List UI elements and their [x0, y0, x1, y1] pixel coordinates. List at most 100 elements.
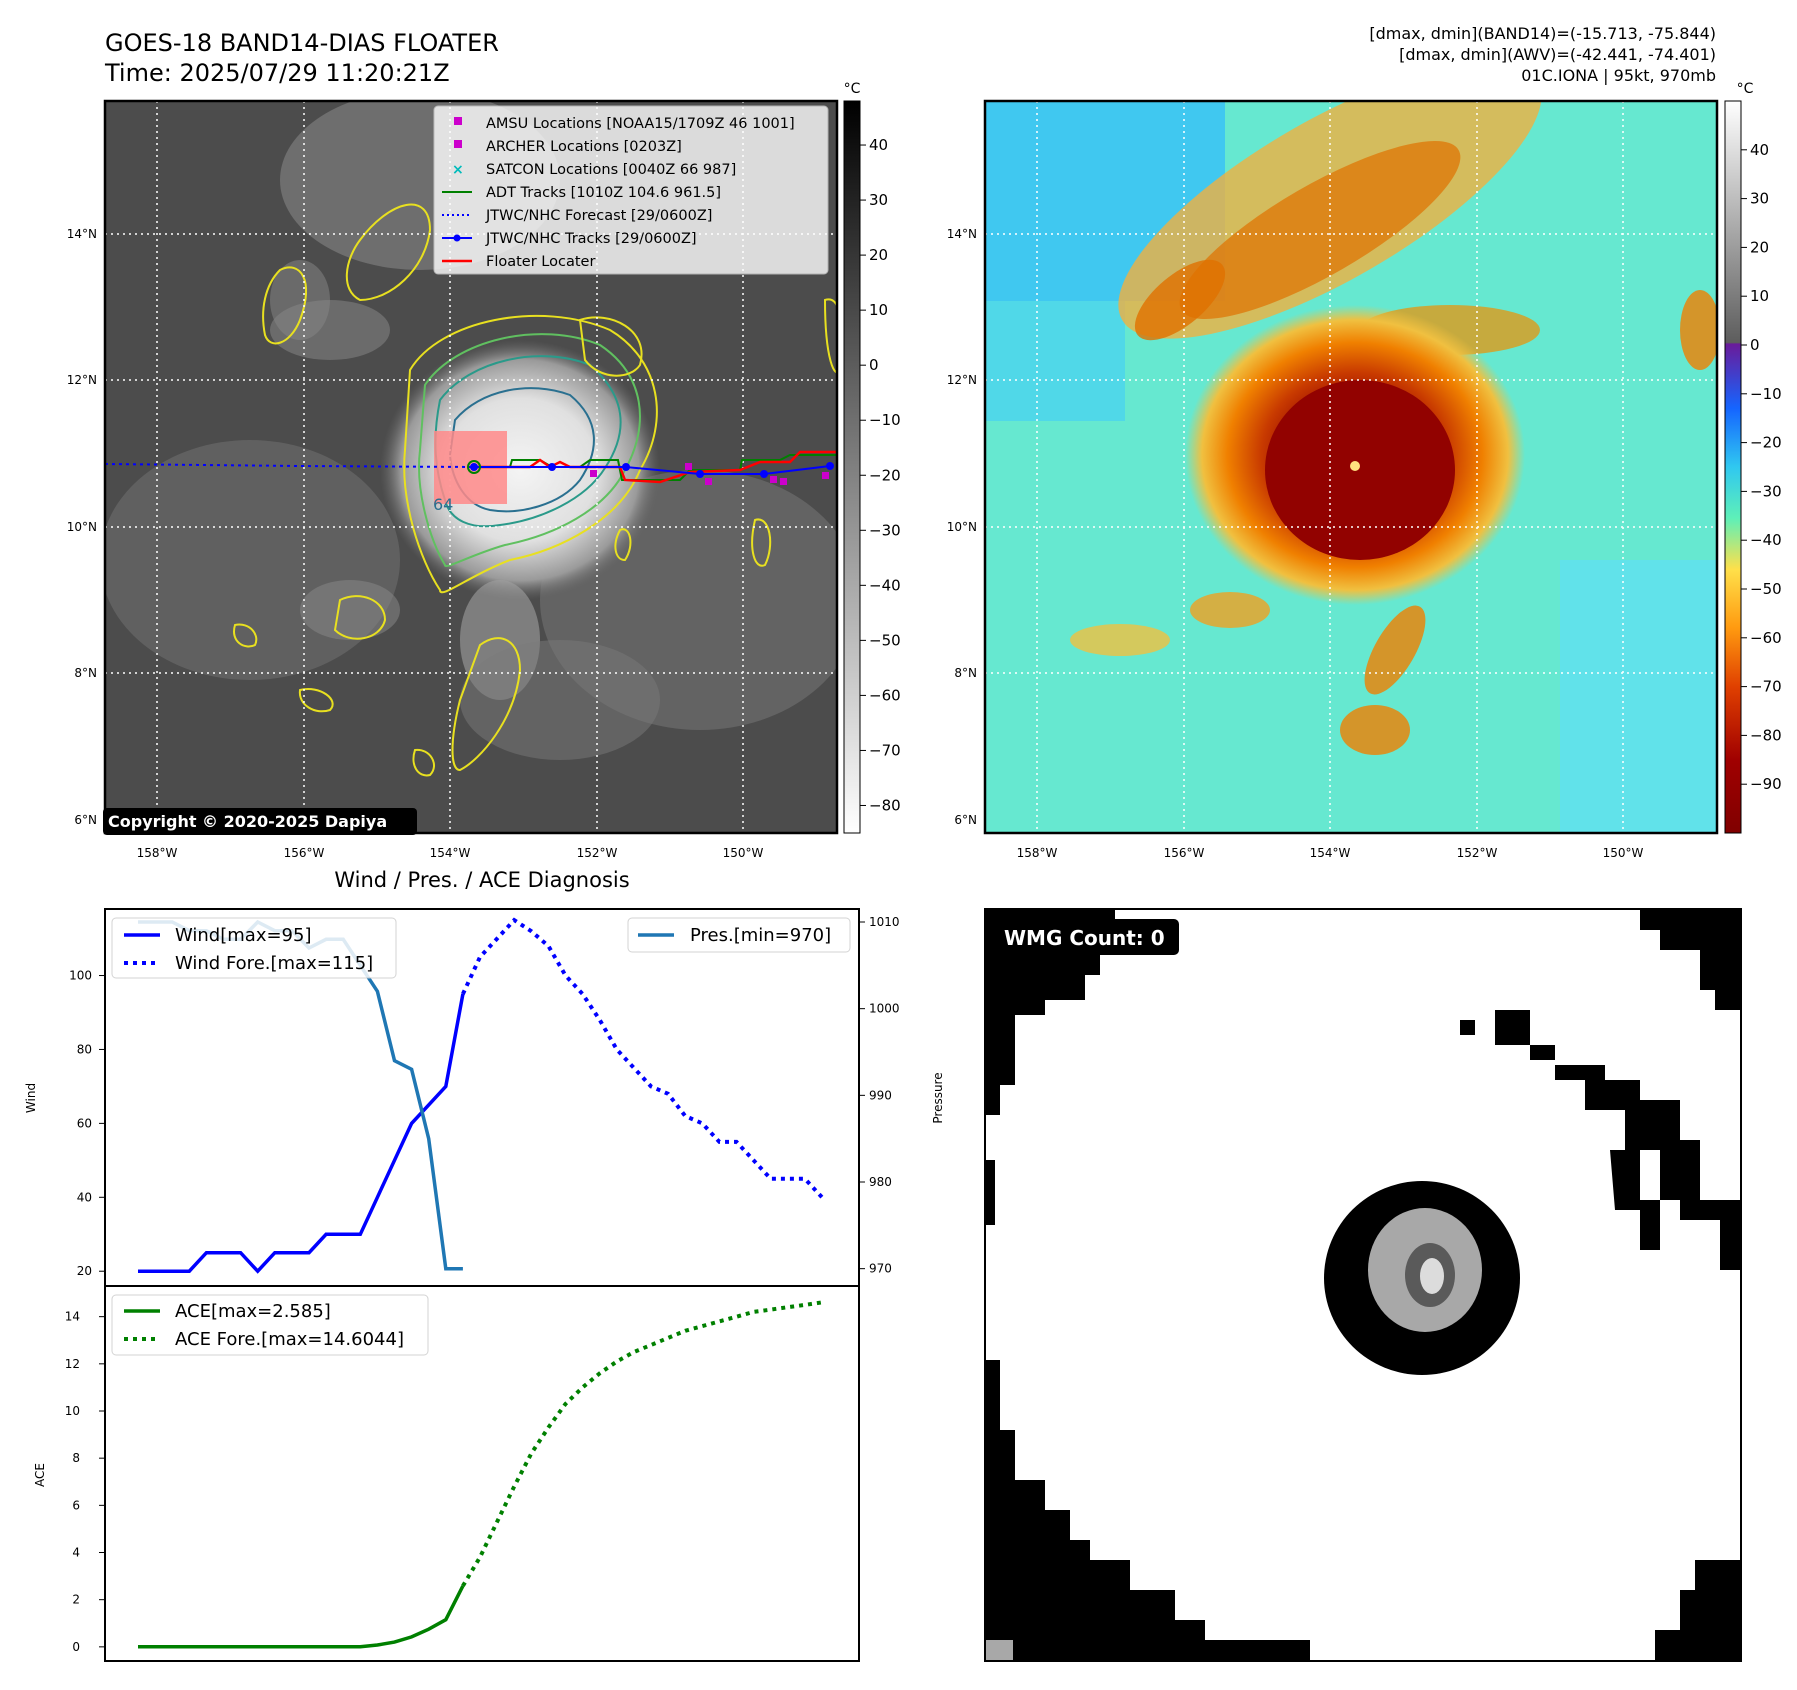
- lat-tick: 14°N: [67, 227, 97, 241]
- ir-colorbar-gradient: [843, 100, 861, 834]
- lon-tick: 156°W: [1164, 846, 1205, 860]
- jtwc-point: [696, 470, 704, 478]
- lat-tick: 10°N: [67, 520, 97, 534]
- ir-colorbar-tick-label: 40: [869, 136, 888, 154]
- color-colorbar-tick-label: −90: [1750, 775, 1782, 793]
- copyright-text: Copyright © 2020-2025 Dapiya: [108, 812, 387, 831]
- ir-colorbar-tick-label: 20: [869, 246, 888, 264]
- ir-colorbar-tick-label: 0: [869, 356, 879, 374]
- contour-label: 64: [433, 495, 453, 514]
- lat-tick: 6°N: [954, 813, 977, 827]
- lon-tick: 152°W: [577, 846, 618, 860]
- color-colorbar-tick-label: 20: [1750, 238, 1769, 256]
- ir-colorbar-tick-label: −40: [869, 576, 901, 594]
- legend-jtwc-forecast: JTWC/NHC Forecast [29/0600Z]: [485, 208, 712, 224]
- color-colorbar-unit: °C: [1737, 81, 1754, 97]
- lon-tick: 152°W: [1457, 846, 1498, 860]
- wmg-panel: WMG Count: 0: [984, 908, 1742, 1662]
- ace-tick-label: 8: [72, 1451, 80, 1465]
- lon-tick: 156°W: [284, 846, 325, 860]
- pressure-tick-label: 990: [869, 1088, 892, 1102]
- jtwc-forecast-track: [105, 463, 475, 468]
- map-legend: AMSU Locations [NOAA15/1709Z 46 1001] AR…: [433, 105, 829, 275]
- ace-tick-label: 4: [72, 1546, 80, 1560]
- lat-tick: 10°N: [947, 520, 977, 534]
- diagnosis-title: Wind / Pres. / ACE Diagnosis: [334, 868, 629, 892]
- lat-tick: 6°N: [74, 813, 97, 827]
- color-colorbar-tick-label: −40: [1750, 531, 1782, 549]
- wind-legend: Wind[max=95] Wind Fore.[max=115]: [111, 917, 397, 979]
- color-colorbar-tick-label: 10: [1750, 287, 1769, 305]
- pressure-legend: Pres.[min=970]: [627, 917, 851, 953]
- color-colorbar-gradient: [1724, 100, 1742, 834]
- ir-colorbar-tick-label: 10: [869, 301, 888, 319]
- amsu-marker: [705, 478, 712, 485]
- ir-colorbar-unit: °C: [844, 81, 861, 97]
- storm-info: 01C.IONA | 95kt, 970mb: [1521, 66, 1716, 85]
- ir-colorbar-tick-label: −10: [869, 411, 901, 429]
- color-colorbar-tick-label: −60: [1750, 629, 1782, 647]
- amsu-marker: [685, 463, 692, 470]
- color-colorbar-tick-label: −70: [1750, 678, 1782, 696]
- wind-tick-label: 40: [77, 1190, 92, 1204]
- lon-tick: 158°W: [1017, 846, 1058, 860]
- lon-tick: 150°W: [1603, 846, 1644, 860]
- adt-center-marker: [467, 460, 481, 474]
- dmax-band14: [dmax, dmin](BAND14)=(-15.713, -75.844): [1369, 24, 1716, 43]
- wmg-frame: [984, 908, 1742, 1662]
- color-colorbar-tick-label: 0: [1750, 336, 1760, 354]
- ace-chart: ACE 0 2 4 6 8 10 12 14 ACE[max=2.585] ACE Fore.…: [33, 1285, 860, 1662]
- lat-tick: 14°N: [947, 227, 977, 241]
- legend-amsu: AMSU Locations [NOAA15/1709Z 46 1001]: [486, 116, 795, 132]
- color-colorbar-tick-label: 40: [1750, 141, 1769, 159]
- wind-fore-legend-label: Wind Fore.[max=115]: [175, 953, 373, 974]
- ace-tick-label: 2: [72, 1593, 80, 1607]
- ace-tick-label: 12: [65, 1357, 80, 1371]
- pressure-tick-label: 1010: [869, 915, 900, 929]
- jtwc-point: [760, 470, 768, 478]
- ir-colorbar-tick-label: −80: [869, 796, 901, 814]
- ir-storm-cloud: [380, 340, 660, 600]
- dmax-awv: [dmax, dmin](AWV)=(-42.441, -74.401): [1399, 45, 1716, 64]
- color-ir-map-panel: [983, 99, 1719, 835]
- pressure-tick-label: 1000: [869, 1002, 900, 1016]
- ace-legend-label: ACE[max=2.585]: [175, 1301, 331, 1322]
- ace-tick-label: 10: [65, 1404, 80, 1418]
- legend-adt: ADT Tracks [1010Z 104.6 961.5]: [486, 185, 721, 201]
- title-line2: Time: 2025/07/29 11:20:21Z: [104, 59, 450, 87]
- wmg-count-box: [997, 919, 1179, 955]
- jtwc-point: [622, 463, 630, 471]
- lon-tick: 154°W: [1310, 846, 1351, 860]
- color-colorbar-tick-label: −50: [1750, 580, 1782, 598]
- jtwc-point: [548, 463, 556, 471]
- lat-tick: 12°N: [67, 373, 97, 387]
- lat-tick: 8°N: [954, 666, 977, 680]
- ir-colorbar: °C 40 30 20 10 0 −10 −20 −30 −40 −50 −60 −70 −80: [843, 81, 901, 834]
- amsu-legend-marker: [454, 117, 462, 125]
- wmg-eye-center: [1420, 1258, 1444, 1294]
- amsu-marker: [590, 470, 597, 477]
- floater-locater-track: [474, 450, 837, 484]
- wind-tick-label: 80: [77, 1042, 92, 1056]
- title-line1: GOES-18 BAND14-DIAS FLOATER: [105, 29, 499, 57]
- pressure-axis-label: Pressure: [931, 1072, 945, 1123]
- legend-archer: ARCHER Locations [0203Z]: [486, 139, 682, 155]
- ace-tick-label: 0: [72, 1640, 80, 1654]
- ir-colorbar-tick-label: −50: [869, 631, 901, 649]
- ir-colorbar-tick-label: −20: [869, 466, 901, 484]
- wind-legend-label: Wind[max=95]: [175, 925, 312, 946]
- ir-map-panel: 64: [103, 99, 839, 835]
- color-colorbar-tick-label: −80: [1750, 726, 1782, 744]
- ace-fore-legend-label: ACE Fore.[max=14.6044]: [175, 1329, 404, 1350]
- color-colorbar-tick-label: −10: [1750, 385, 1782, 403]
- right-map-lon-ticks: 158°W 156°W 154°W 152°W 150°W: [1017, 846, 1644, 860]
- ir-colorbar-tick-label: −70: [869, 741, 901, 759]
- ace-legend: ACE[max=2.585] ACE Fore.[max=14.6044]: [111, 1294, 429, 1356]
- color-map-frame: [983, 99, 1719, 835]
- wind-tick-label: 20: [77, 1264, 92, 1278]
- lon-tick: 150°W: [723, 846, 764, 860]
- lat-tick: 8°N: [74, 666, 97, 680]
- ace-tick-label: 6: [72, 1498, 80, 1512]
- wind-tick-label: 100: [69, 969, 92, 983]
